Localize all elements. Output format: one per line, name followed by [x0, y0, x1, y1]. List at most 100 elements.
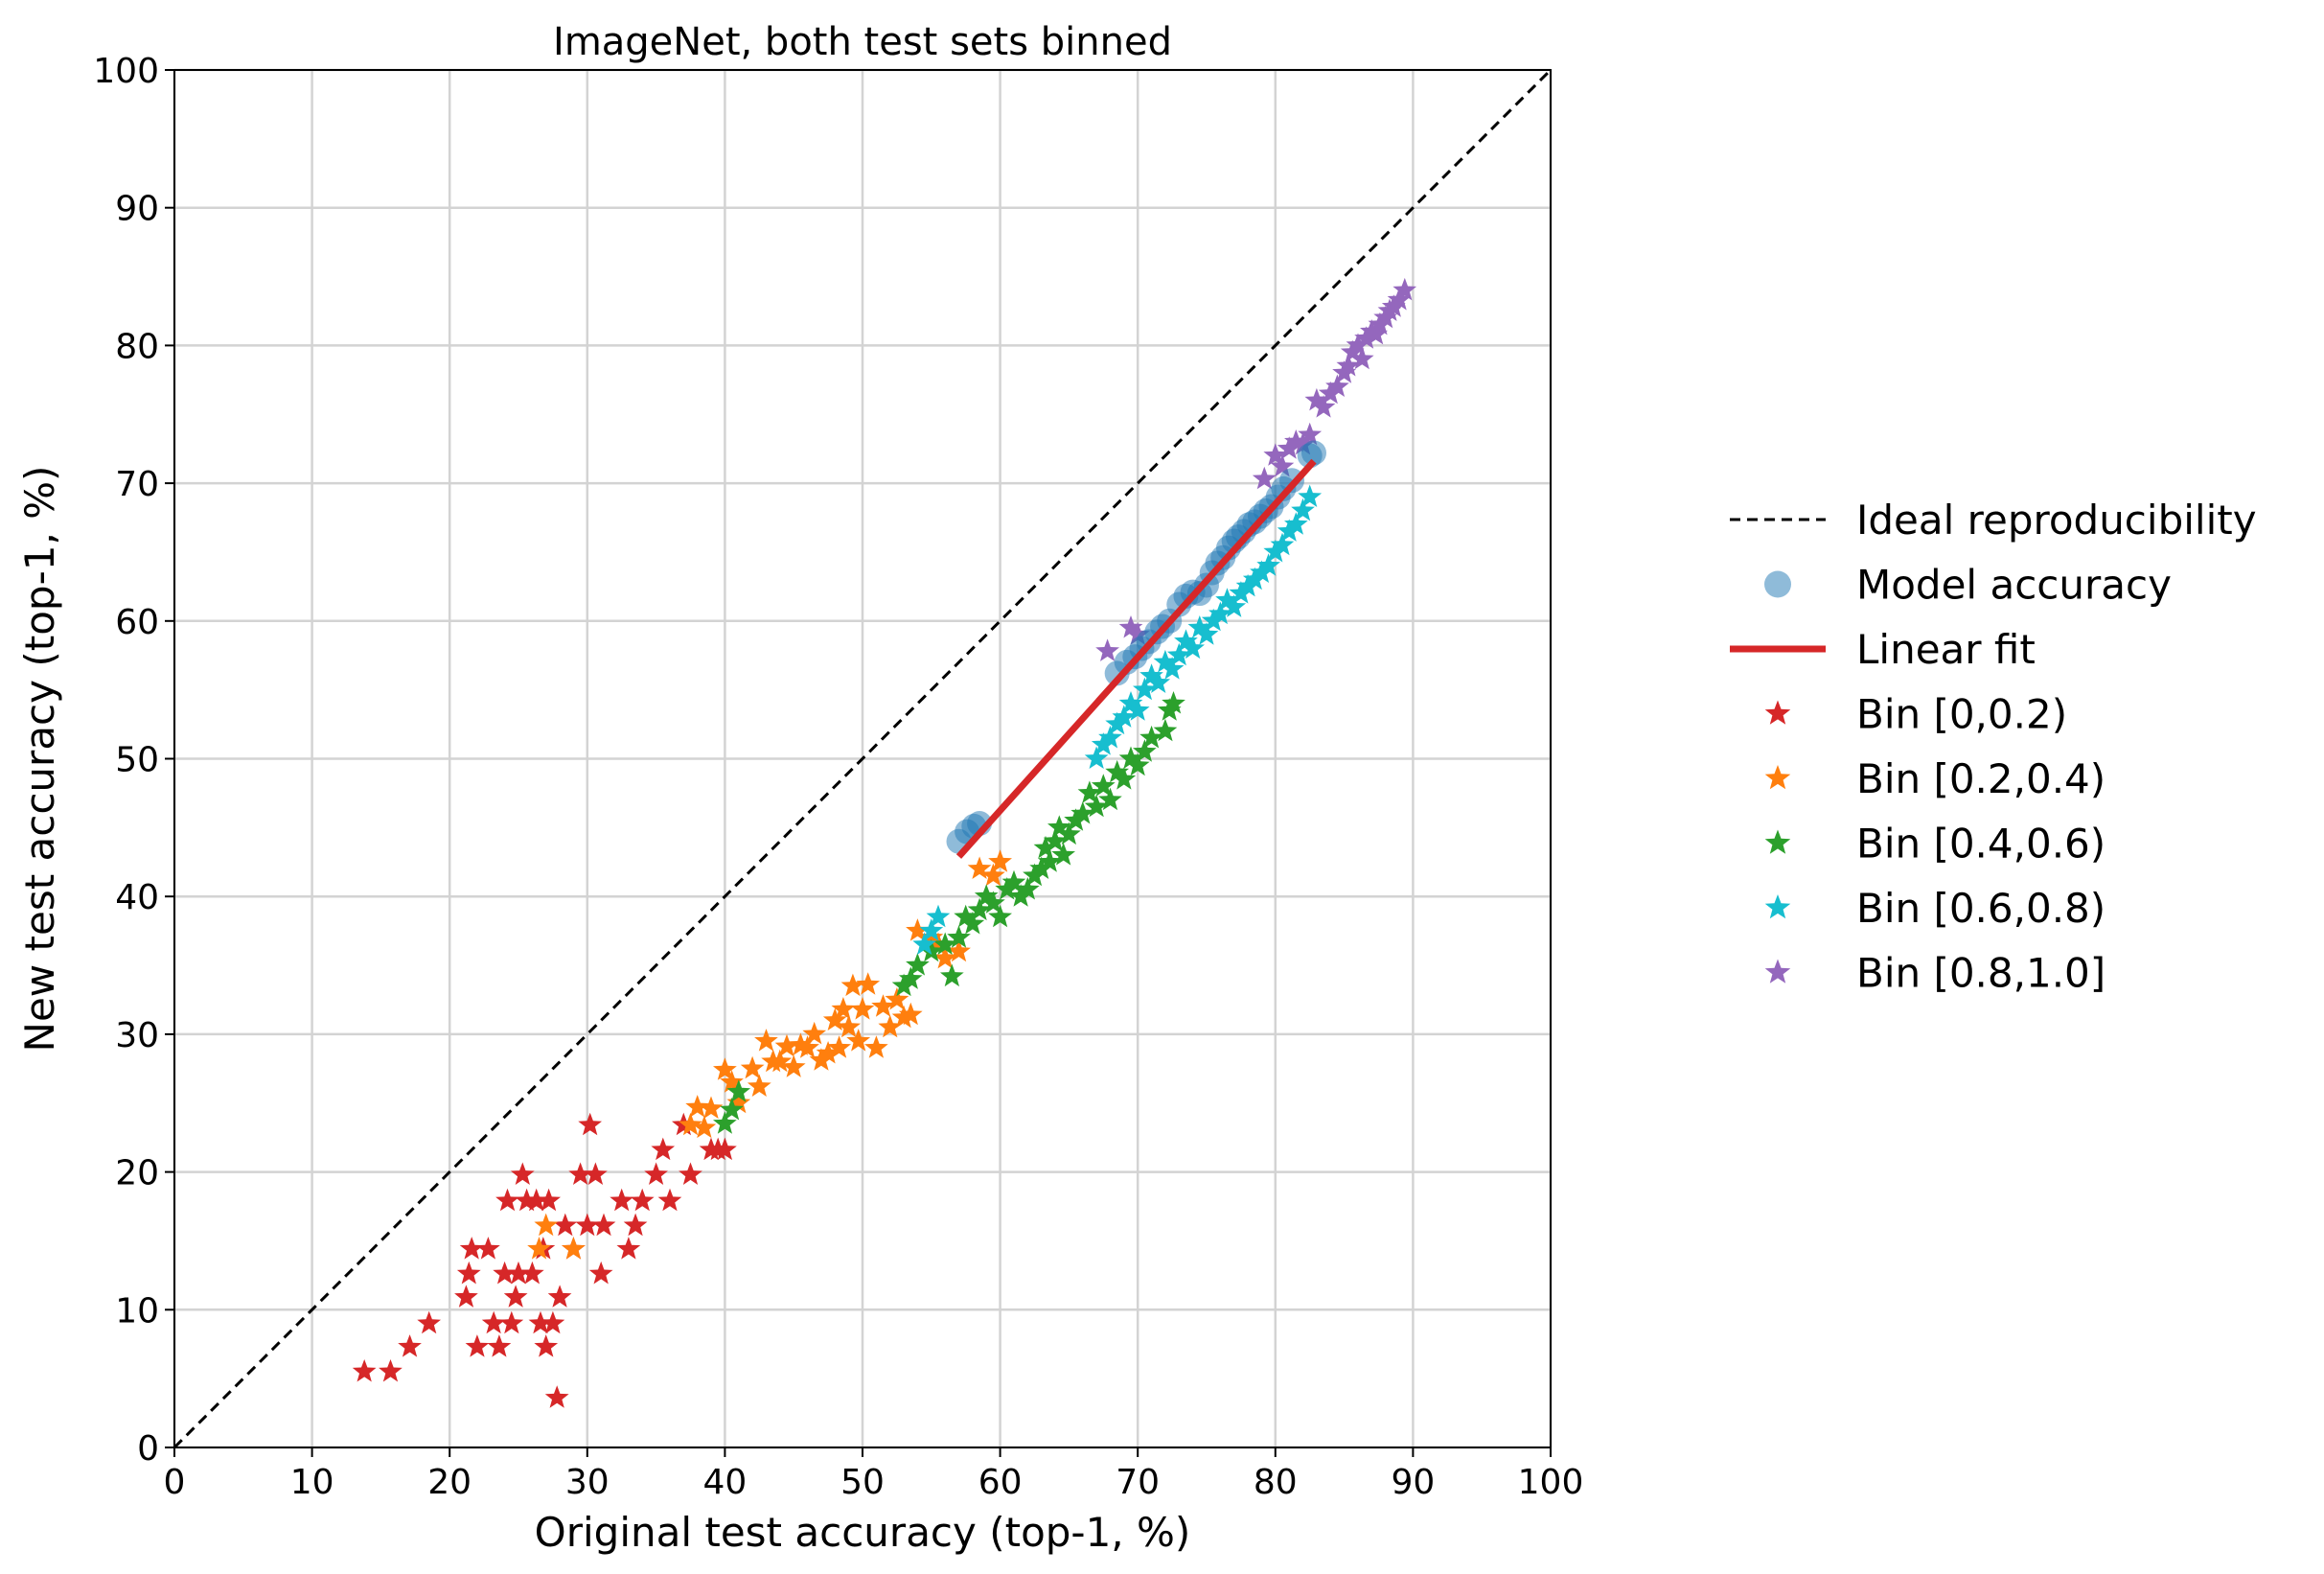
bin-star-point	[1229, 581, 1254, 604]
bin-star-point	[459, 1237, 484, 1260]
bin-star-point	[657, 1188, 682, 1212]
bin-star-point	[932, 932, 957, 955]
legend-label: Linear fit	[1856, 626, 2036, 673]
bin-star-point	[1125, 698, 1150, 721]
legend-label: Bin [0,0.2)	[1856, 691, 2067, 738]
bin-star-point	[651, 1137, 676, 1161]
y-tick-label: 10	[115, 1291, 159, 1331]
bin-star-point	[495, 1188, 519, 1212]
y-tick-label: 50	[115, 741, 159, 780]
bin-star-point	[1336, 354, 1361, 377]
bin-star-point	[1250, 560, 1274, 583]
bin-star-point	[906, 918, 930, 941]
bin-star-point	[1284, 512, 1308, 535]
bin-star-point	[1029, 856, 1053, 879]
bin-star-point	[1277, 436, 1301, 459]
y-tick-label: 80	[115, 327, 159, 366]
bin-star-point	[1181, 636, 1205, 660]
bin-star-point	[1098, 787, 1122, 811]
bin-star-point	[454, 1285, 478, 1308]
bin-star-point	[932, 945, 957, 969]
legend-entry-7: Bin [0.8,1.0]	[1764, 950, 2105, 997]
bin-star-point	[1162, 691, 1185, 714]
axis-ticks: 0 10 20 30 40 50 60 70 80 90 100 0 10 20 30 40 50 60 70 80 9…	[93, 52, 1583, 1502]
plot-area	[173, 68, 1553, 1449]
bin-star-point	[610, 1188, 634, 1212]
bin-star-point	[1098, 725, 1122, 749]
ideal-reproducibility-line	[173, 68, 1553, 1449]
bin-star-point	[1091, 732, 1116, 755]
bin-star-point	[1095, 638, 1119, 661]
bin-star-point	[1304, 387, 1329, 411]
bin-star-point	[1133, 677, 1157, 701]
bin-star-point	[1252, 466, 1277, 490]
legend-entry-5: Bin [0.4,0.6)	[1764, 821, 2105, 868]
bin-star-point	[465, 1334, 490, 1357]
bin-star-point	[809, 1048, 834, 1071]
bin-star-point	[1008, 884, 1033, 907]
bin-star-point	[520, 1261, 544, 1285]
bin-star-point	[1256, 553, 1280, 576]
bin-star-point	[1125, 622, 1150, 645]
bin-star-point	[871, 994, 895, 1017]
bin-star-point	[1133, 739, 1157, 762]
legend-circle-icon	[1764, 570, 1791, 598]
bin-star-point	[1057, 822, 1081, 845]
y-tick-label: 90	[115, 190, 159, 229]
bin-star-point	[699, 1096, 724, 1119]
bin-star-point	[754, 1029, 778, 1052]
bin-star-point	[506, 1261, 531, 1285]
y-tick-label: 70	[115, 465, 159, 504]
bin-star-point	[1118, 615, 1143, 638]
bin-star-point	[827, 1035, 851, 1058]
bin-star-point	[1105, 759, 1129, 783]
legend-entry-4: Bin [0.2,0.4)	[1764, 755, 2105, 802]
y-tick-label: 30	[115, 1016, 159, 1055]
x-tick-label: 50	[840, 1463, 885, 1502]
x-tick-label: 30	[565, 1463, 610, 1502]
x-tick-label: 10	[290, 1463, 334, 1502]
bin-star-point	[720, 1097, 744, 1121]
bin-star-point	[816, 1041, 840, 1064]
bin-star-point	[1174, 629, 1198, 652]
bin-star-point	[1222, 594, 1247, 617]
bin-star-point	[747, 1074, 771, 1097]
bin-star-point	[591, 1213, 616, 1237]
bin-star-point	[1270, 532, 1295, 556]
bin-star-point	[1051, 843, 1075, 866]
bin-star-point	[774, 1033, 799, 1057]
bin-star-point	[493, 1261, 517, 1285]
x-tick-label: 60	[978, 1463, 1023, 1502]
legend: Ideal reproducibility Model accuracy Linea…	[1730, 497, 2257, 997]
bin-star-point	[547, 1285, 572, 1308]
bin-star-point	[1091, 774, 1116, 797]
bin-star-point	[740, 1055, 765, 1079]
y-tick-label: 0	[137, 1429, 159, 1469]
legend-label: Ideal reproducibility	[1856, 497, 2257, 544]
bin-star-point	[588, 1261, 613, 1285]
bin-star-point	[1033, 835, 1058, 859]
bin-star-point	[623, 1213, 648, 1237]
bin-star-point	[1125, 752, 1150, 776]
series-4	[527, 849, 1012, 1260]
bin-star-point	[1139, 663, 1163, 686]
bin-star-point	[644, 1162, 668, 1185]
bin-star-point	[960, 911, 985, 935]
bin-star-point	[578, 1112, 602, 1136]
bin-star-point	[995, 877, 1020, 900]
bin-star-point	[878, 1014, 903, 1038]
bin-star-point	[1016, 877, 1040, 900]
bin-star-point	[1277, 519, 1301, 542]
bin-star-point	[947, 925, 971, 948]
legend-entry-1: Model accuracy	[1764, 562, 2172, 609]
bin-star-point	[1112, 767, 1137, 790]
bin-star-point	[846, 1029, 871, 1052]
bin-star-point	[575, 1213, 600, 1237]
bin-star-point	[1364, 321, 1388, 345]
bin-star-point	[720, 1070, 744, 1093]
bin-star-point	[553, 1213, 578, 1237]
legend-label: Bin [0.6,0.8)	[1856, 885, 2105, 932]
legend-entry-3: Bin [0,0.2)	[1764, 691, 2067, 738]
legend-star-icon	[1764, 700, 1791, 725]
bin-star-point	[1023, 863, 1047, 887]
